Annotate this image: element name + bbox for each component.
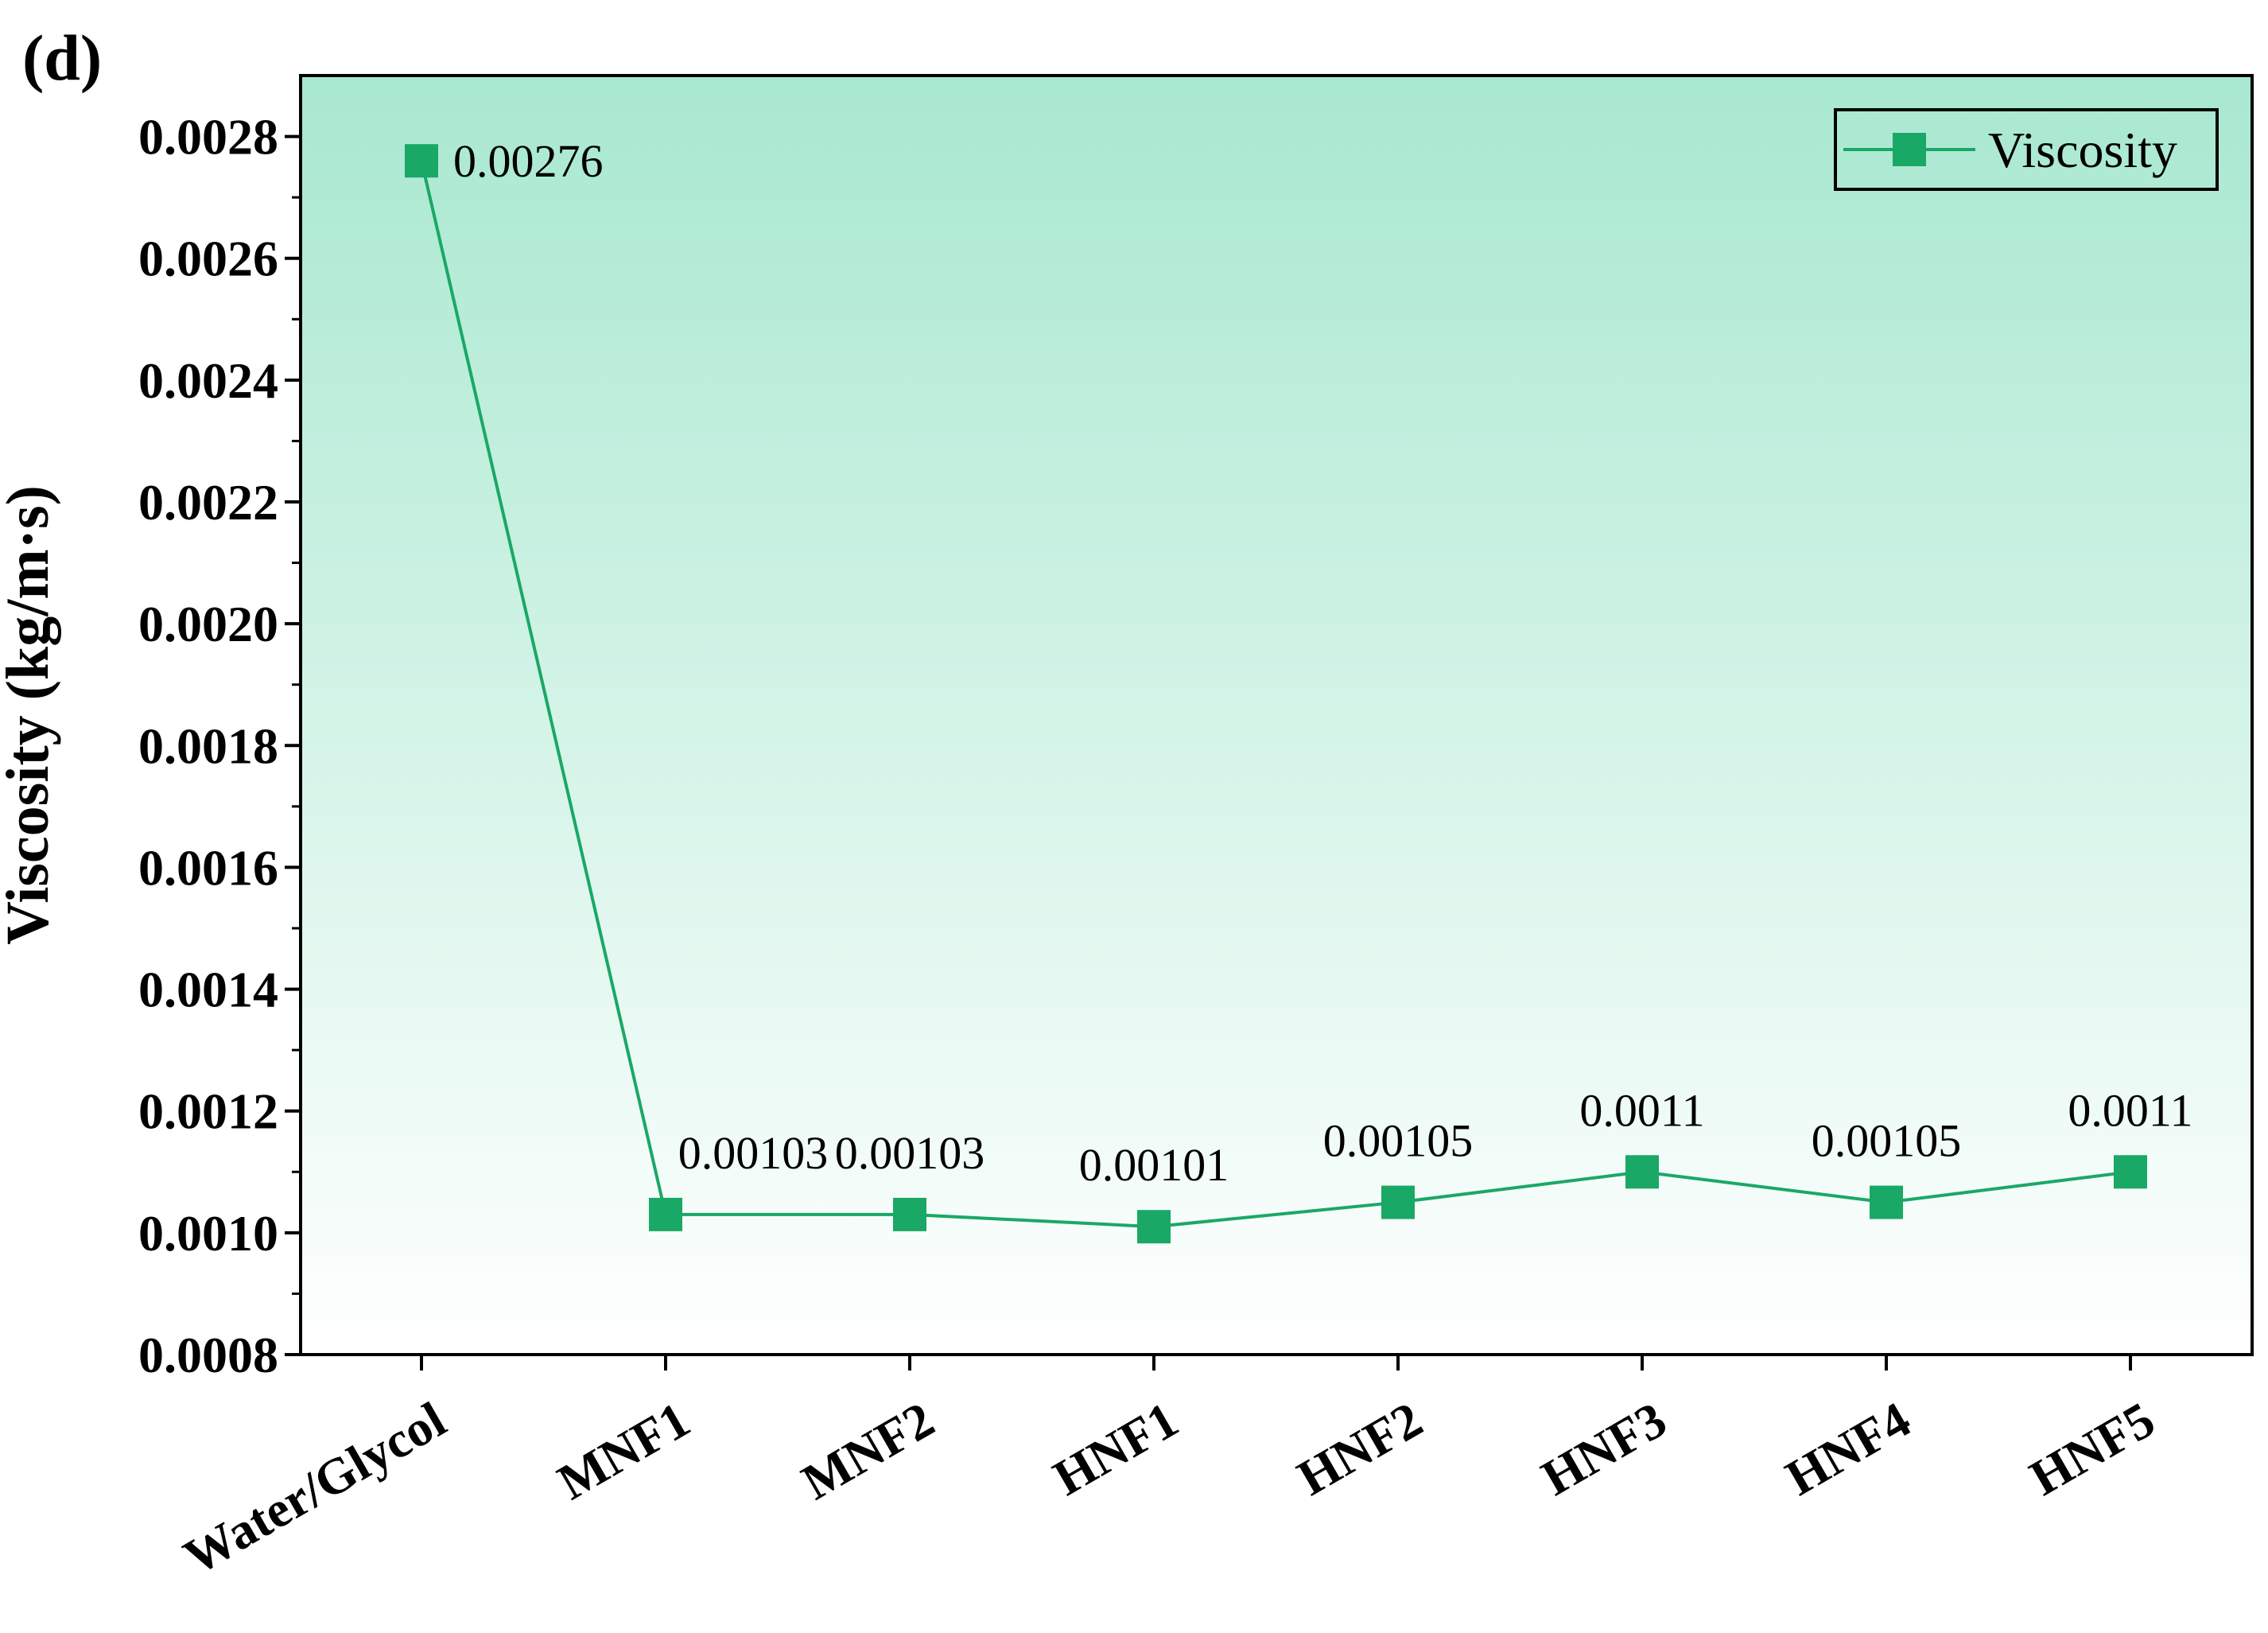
x-tick-label: HNF3 bbox=[1532, 1391, 1676, 1507]
x-tick-label: Water/Glycol bbox=[174, 1391, 455, 1586]
data-point-marker bbox=[893, 1197, 926, 1231]
legend: Viscosity bbox=[1834, 108, 2219, 191]
x-tick-label: HNF5 bbox=[2021, 1391, 2164, 1507]
x-tick-label: MNF1 bbox=[549, 1391, 699, 1511]
x-tick-label: HNF4 bbox=[1777, 1391, 1920, 1507]
legend-label: Viscosity bbox=[1988, 122, 2177, 178]
x-tick-label: HNF2 bbox=[1288, 1391, 1431, 1507]
data-label: 0.00276 bbox=[453, 135, 604, 187]
y-tick-label: 0.0026 bbox=[138, 231, 278, 287]
series-viscosity bbox=[405, 144, 2147, 1244]
data-point-marker bbox=[1381, 1185, 1415, 1219]
x-tick-label: MNF2 bbox=[793, 1391, 943, 1511]
y-axis-title: Viscosity (kg/m·s) bbox=[0, 485, 61, 945]
legend-marker bbox=[1893, 133, 1926, 166]
panel-label: (d) bbox=[22, 21, 102, 94]
data-point-marker bbox=[1137, 1210, 1171, 1244]
data-label: 0.0011 bbox=[2068, 1084, 2192, 1136]
x-tick-label: HNF1 bbox=[1044, 1391, 1187, 1507]
y-axis: 0.0008 0.0010 0.0012 0.0014 0.0016 0.0018 0.00… bbox=[138, 109, 301, 1383]
data-point-marker bbox=[1625, 1155, 1659, 1189]
y-tick-label: 0.0018 bbox=[138, 717, 278, 774]
data-label: 0.00103 bbox=[835, 1127, 985, 1179]
data-point-marker bbox=[405, 144, 438, 178]
data-label: 0.00105 bbox=[1812, 1115, 1962, 1167]
data-labels: 0.00276 0.00103 0.00103 0.00101 0.00105 0.001… bbox=[453, 135, 2193, 1191]
y-tick-label: 0.0014 bbox=[138, 962, 278, 1018]
y-tick-label: 0.0008 bbox=[138, 1327, 278, 1383]
y-tick-label: 0.0020 bbox=[138, 596, 278, 652]
series-line bbox=[420, 160, 2131, 1229]
data-label: 0.00105 bbox=[1323, 1115, 1474, 1167]
y-tick-label: 0.0010 bbox=[138, 1205, 278, 1262]
y-tick-label: 0.0016 bbox=[138, 839, 278, 896]
data-label: 0.0011 bbox=[1579, 1084, 1704, 1136]
data-label: 0.00101 bbox=[1079, 1139, 1229, 1191]
data-point-marker bbox=[649, 1197, 682, 1231]
x-axis: Water/Glycol MNF1 MNF2 HNF1 HNF2 HNF3 HNF4 HNF5 bbox=[174, 1355, 2164, 1585]
y-tick-label: 0.0012 bbox=[138, 1083, 278, 1140]
y-tick-label: 0.0028 bbox=[138, 109, 278, 165]
plot-frame bbox=[299, 74, 2254, 1356]
plot-area bbox=[301, 76, 2252, 1355]
data-point-marker bbox=[2114, 1155, 2147, 1189]
data-label: 0.00103 bbox=[678, 1127, 829, 1179]
data-point-marker bbox=[1870, 1185, 1903, 1219]
legend-box bbox=[1834, 108, 2219, 191]
y-tick-label: 0.0024 bbox=[138, 352, 278, 409]
y-tick-label: 0.0022 bbox=[138, 474, 278, 531]
